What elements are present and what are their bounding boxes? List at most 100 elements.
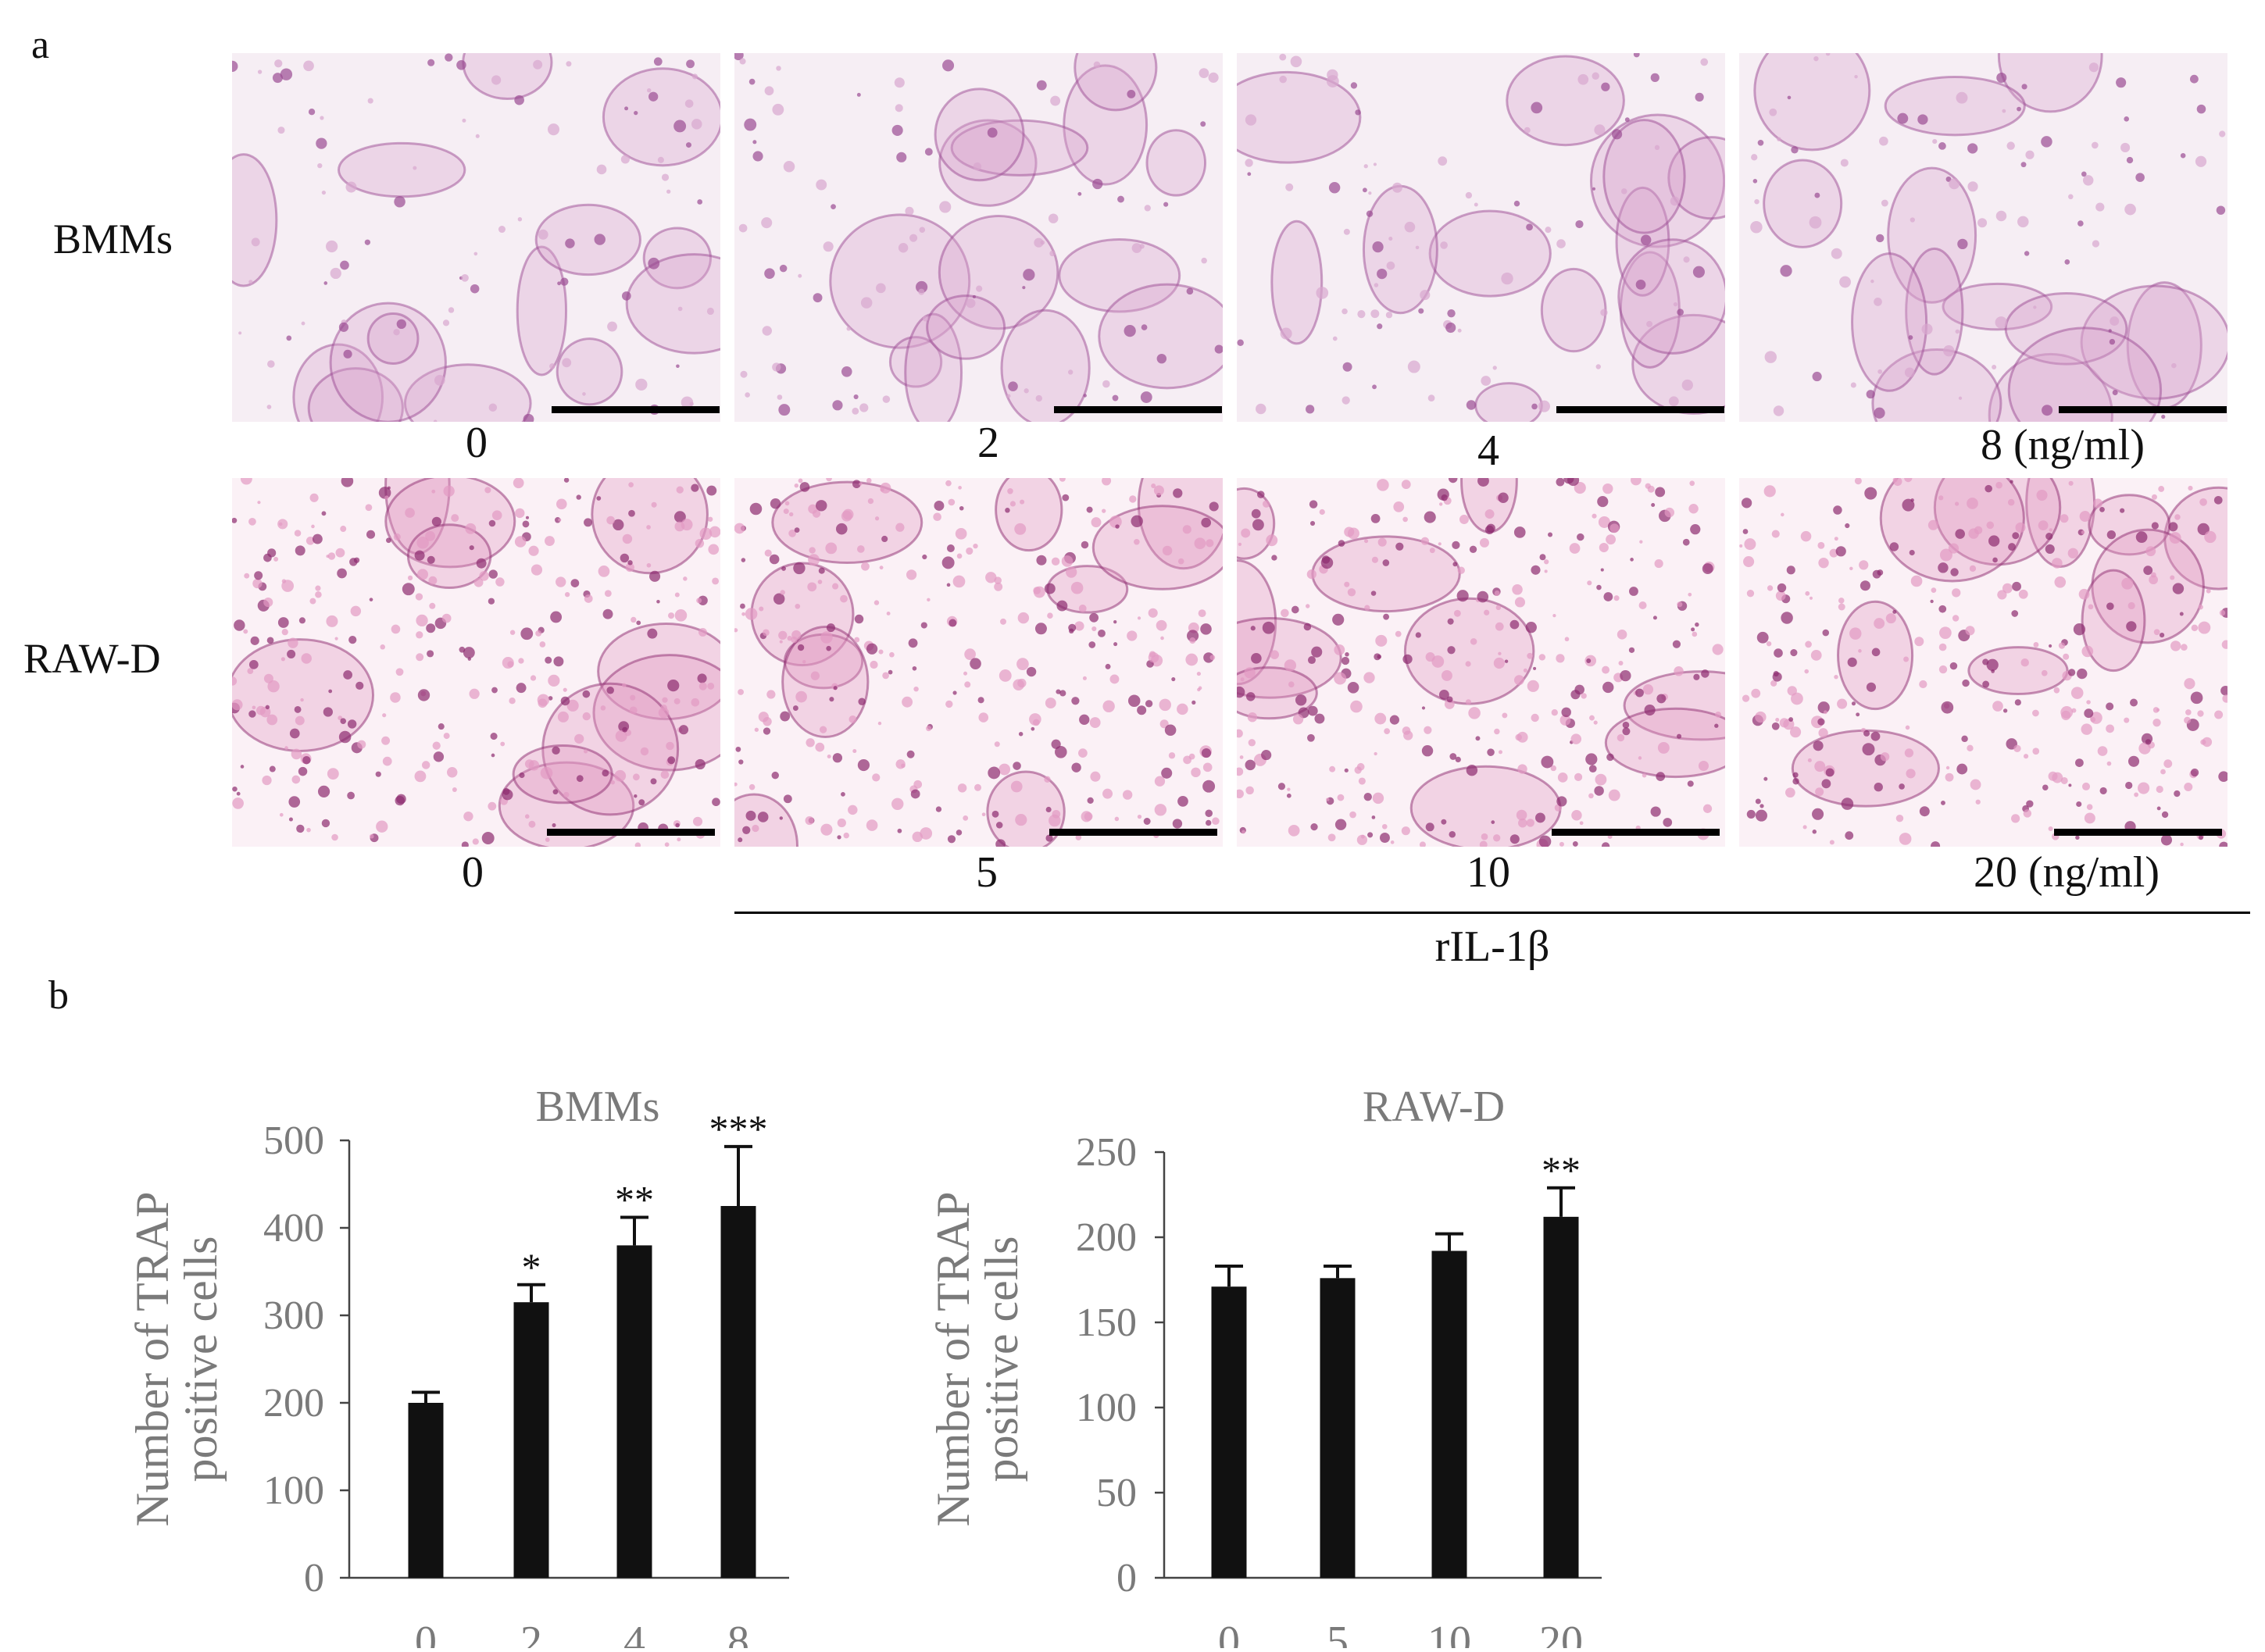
particle bbox=[1494, 591, 1500, 597]
particle bbox=[2014, 699, 2021, 706]
particle bbox=[273, 556, 279, 562]
cell bbox=[1884, 75, 2026, 137]
particle bbox=[1373, 162, 1377, 166]
cell bbox=[556, 337, 623, 406]
particle bbox=[1465, 191, 1473, 199]
particle bbox=[2180, 842, 2184, 847]
particle bbox=[252, 578, 263, 589]
particle bbox=[533, 59, 543, 70]
particle bbox=[1777, 137, 1781, 141]
particle bbox=[1247, 712, 1258, 723]
particle bbox=[232, 699, 243, 711]
particle bbox=[1595, 364, 1601, 369]
particle bbox=[515, 508, 525, 519]
particle bbox=[691, 119, 702, 130]
particle bbox=[1845, 831, 1854, 840]
particle bbox=[895, 523, 905, 532]
bmm-micrograph-4 bbox=[1237, 53, 1725, 422]
particle bbox=[1997, 590, 2007, 600]
particle bbox=[735, 746, 741, 752]
particle bbox=[1098, 629, 1106, 637]
particle bbox=[781, 566, 786, 571]
particle bbox=[1785, 787, 1795, 798]
particle bbox=[745, 392, 750, 398]
particle bbox=[1952, 588, 1961, 598]
particle bbox=[622, 533, 633, 544]
particle bbox=[560, 696, 570, 706]
particle bbox=[1597, 495, 1609, 508]
particle bbox=[2026, 800, 2034, 808]
particle bbox=[2018, 589, 2028, 599]
particle bbox=[557, 711, 569, 723]
particle bbox=[1617, 630, 1627, 640]
particle bbox=[2152, 718, 2161, 727]
particle bbox=[1295, 694, 1307, 706]
particle bbox=[1767, 585, 1774, 591]
particle bbox=[794, 527, 800, 533]
particle bbox=[1691, 627, 1695, 632]
particle bbox=[1967, 744, 1974, 752]
particle bbox=[417, 689, 430, 701]
particle bbox=[1620, 669, 1631, 682]
particle bbox=[1102, 700, 1115, 712]
particle bbox=[2220, 685, 2227, 696]
particle bbox=[1746, 590, 1755, 598]
bmm-stain-0 bbox=[232, 53, 720, 422]
scale-bar bbox=[547, 829, 715, 836]
particle bbox=[1385, 312, 1393, 319]
particle bbox=[791, 630, 802, 640]
particle bbox=[2075, 758, 2084, 767]
particle bbox=[2007, 498, 2015, 506]
particle bbox=[1246, 692, 1256, 701]
particle bbox=[1834, 537, 1838, 541]
particle bbox=[431, 489, 436, 494]
particle bbox=[340, 526, 347, 533]
particle bbox=[1751, 154, 1758, 161]
particle bbox=[2163, 759, 2173, 769]
particle bbox=[1201, 517, 1212, 528]
particle bbox=[1240, 677, 1245, 682]
particle bbox=[651, 501, 657, 508]
particle bbox=[676, 364, 680, 369]
particle bbox=[495, 577, 505, 587]
particle bbox=[622, 683, 627, 687]
particle bbox=[1364, 605, 1370, 611]
particle bbox=[842, 508, 854, 520]
bmm-concentration-label: 8 (ng/ml) bbox=[1981, 421, 2145, 469]
particle bbox=[783, 508, 789, 515]
particle bbox=[1512, 584, 1523, 595]
cell bbox=[1237, 617, 1342, 699]
particle bbox=[1860, 580, 1870, 591]
particle bbox=[1817, 701, 1830, 714]
particle bbox=[2161, 414, 2166, 419]
particle bbox=[1771, 722, 1780, 730]
particle bbox=[394, 196, 405, 208]
particle bbox=[416, 569, 429, 580]
particle bbox=[1919, 680, 1927, 689]
particle bbox=[1880, 752, 1890, 762]
raw-micrograph-20 bbox=[1739, 478, 2227, 847]
particle bbox=[1341, 308, 1348, 315]
bmm-concentration-label: 2 bbox=[977, 419, 999, 467]
y-axis-label-line1: Number of TRAP bbox=[127, 1192, 178, 1527]
cell bbox=[1428, 209, 1552, 298]
particle bbox=[1262, 621, 1275, 634]
raw-micrograph-0 bbox=[232, 478, 720, 847]
cell bbox=[597, 623, 720, 721]
particle bbox=[1571, 810, 1582, 821]
particle bbox=[695, 538, 705, 548]
particle bbox=[813, 293, 823, 303]
particle bbox=[1479, 840, 1488, 847]
particle bbox=[382, 713, 387, 718]
particle bbox=[2097, 746, 2108, 756]
particle bbox=[1380, 833, 1390, 843]
particle bbox=[1559, 715, 1571, 726]
particle bbox=[331, 833, 338, 841]
particle bbox=[1526, 223, 1533, 231]
particle bbox=[1525, 621, 1537, 633]
particle bbox=[1763, 485, 1776, 498]
particle bbox=[1347, 681, 1359, 694]
cell bbox=[642, 227, 713, 290]
particle bbox=[262, 775, 272, 786]
